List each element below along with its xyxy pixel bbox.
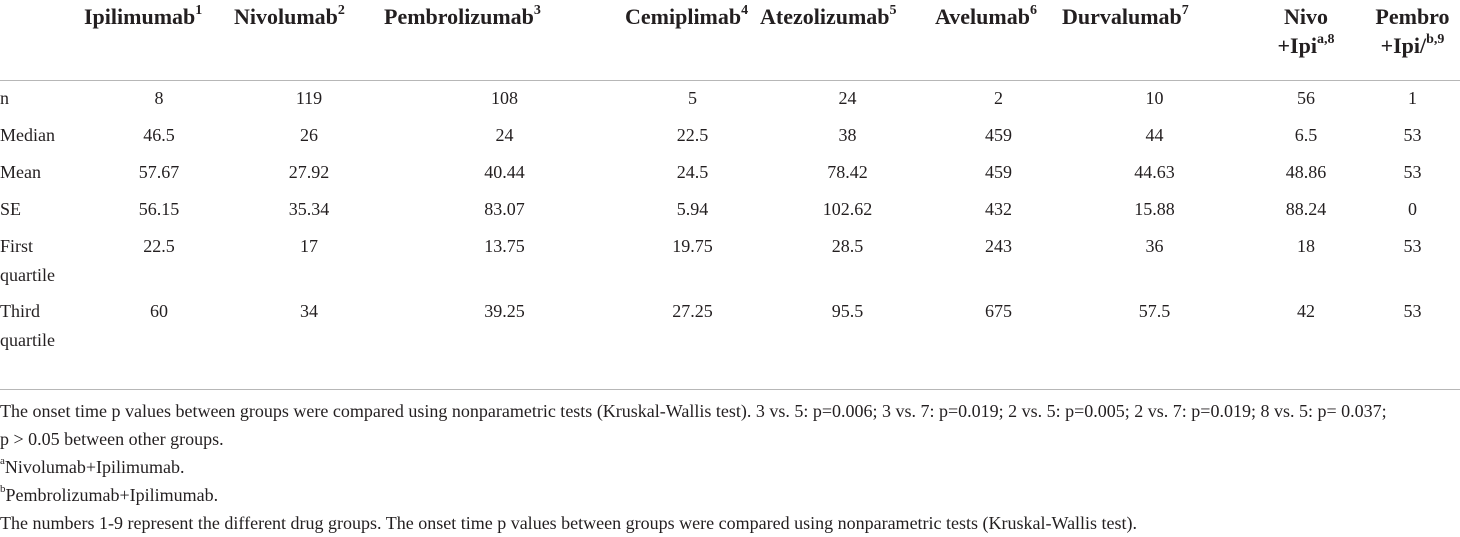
table-cell: 95.5 [831,301,864,321]
header-row: Ipilimumab1 Nivolumab2 Pembrolizumab3 Ce… [0,0,1460,80]
table-cell: 34 [300,301,318,321]
table-cell: 0 [1408,199,1417,219]
header-cemiplimab: Cemiplimab4 [625,2,749,29]
table-cell: 44 [1145,125,1164,145]
table-cell: 22.5 [143,236,175,256]
table-cell: 46.5 [143,125,175,145]
table-cell: 78.42 [827,162,868,182]
table-cell: 56.15 [138,199,180,219]
table-cell: 6.5 [1294,125,1318,145]
table-cell: 28.5 [831,236,864,256]
table-cell: 24.5 [676,162,709,182]
table-cell: 119 [295,88,323,108]
table-cell: 27.25 [672,301,713,321]
header-nivo-ipi-line1: Nivo [1284,4,1328,29]
table-cell: 108 [491,88,518,108]
header-pembrolizumab: Pembrolizumab3 [384,2,541,29]
table-row-n: n 8 119 108 5 24 2 10 56 1 [0,80,1460,117]
table-cell: 53 [1403,125,1422,145]
table-cell: 24 [495,125,514,145]
header-avelumab: Avelumab6 [935,2,1037,29]
table-bottom-divider [0,389,1460,390]
table-cell: 27.92 [288,162,330,182]
table-cell: 39.25 [484,301,525,321]
table-row-third-quartile: Third quartile 60 34 39.25 27.25 95.5 675… [0,293,1460,367]
table-cell: 432 [985,199,1012,219]
row-label: SE [0,199,22,219]
row-label: Third quartile [0,301,55,350]
table-cell: 48.86 [1285,162,1327,182]
table-cell: 38 [838,125,857,145]
header-pembro-ipi: Pembro +Ipi/b,9 [1365,0,1460,80]
onset-time-table: Ipilimumab1 Nivolumab2 Pembrolizumab3 Ce… [0,0,1460,367]
table-row-median: Median 46.5 26 24 22.5 38 459 44 6.5 53 [0,117,1460,154]
header-ipilimumab: Ipilimumab1 [84,2,203,29]
table-cell: 36 [1145,236,1164,256]
table-cell: 17 [300,236,318,256]
table-cell: 19.75 [672,236,713,256]
data-table-container: Ipilimumab1 Nivolumab2 Pembrolizumab3 Ce… [0,0,1460,367]
table-cell: 1 [1408,88,1417,108]
row-label: n [0,88,9,108]
footnote-numbers: The numbers 1-9 represent the different … [0,513,1138,533]
table-cell: 5.94 [676,199,709,219]
table-row-mean: Mean 57.67 27.92 40.44 24.5 78.42 459 44… [0,154,1460,191]
footnote-a: aNivolumab+Ipilimumab. [0,455,185,478]
table-cell: 24 [838,88,857,108]
table-cell: 35.34 [288,199,330,219]
table-cell: 83.07 [484,199,525,219]
footnote-stats: The onset time p values between groups w… [0,401,1387,449]
header-divider [0,80,1460,81]
table-cell: 243 [985,236,1012,256]
table-footnotes: The onset time p values between groups w… [0,397,1460,537]
table-cell: 102.62 [822,199,873,219]
table-cell: 459 [985,125,1012,145]
table-cell: 8 [154,88,164,108]
table-cell: 57.5 [1138,301,1171,321]
table-cell: 53 [1403,162,1422,182]
header-atezolizumab: Atezolizumab5 [760,2,897,29]
row-label: First quartile [0,236,55,285]
row-label: Median [0,125,55,145]
header-nivo-ipi: Nivo +Ipia,8 [1247,0,1365,80]
header-nivolumab: Nivolumab2 [234,2,345,29]
table-cell: 15.88 [1134,199,1175,219]
header-pembro-ipi-line2: +Ipi/b,9 [1380,31,1445,58]
table-cell: 53 [1403,236,1422,256]
table-cell: 53 [1403,301,1422,321]
header-nivo-ipi-line2: +Ipia,8 [1277,31,1335,58]
table-cell: 88.24 [1285,199,1327,219]
table-cell: 5 [688,88,697,108]
table-cell: 675 [985,301,1012,321]
table-cell: 22.5 [676,125,709,145]
table-cell: 60 [150,301,168,321]
table-cell: 57.67 [138,162,180,182]
table-row-first-quartile: First quartile 22.5 17 13.75 19.75 28.5 2… [0,228,1460,293]
table-cell: 459 [985,162,1012,182]
table-cell: 13.75 [484,236,525,256]
table-cell: 42 [1297,301,1315,321]
header-pembro-ipi-line1: Pembro [1375,4,1450,29]
row-label: Mean [0,162,41,182]
table-cell: 2 [994,88,1003,108]
table-cell: 40.44 [484,162,525,182]
table-cell: 44.63 [1134,162,1175,182]
table-cell: 10 [1145,88,1164,108]
table-cell: 26 [300,125,318,145]
table-cell: 18 [1297,236,1315,256]
table-row-se: SE 56.15 35.34 83.07 5.94 102.62 432 15.… [0,191,1460,228]
header-blank [0,0,84,80]
table-cell: 56 [1297,88,1315,108]
footnote-b: bPembrolizumab+Ipilimumab. [0,483,219,506]
header-durvalumab: Durvalumab7 [1062,2,1189,29]
